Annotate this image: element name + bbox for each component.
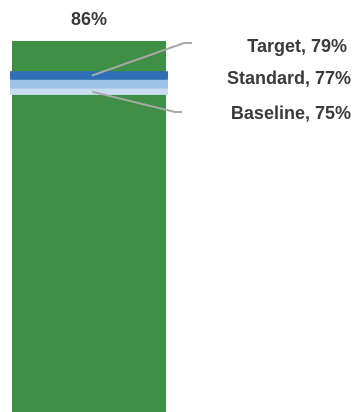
- value-bar: [12, 41, 166, 412]
- baseline-band: [10, 88, 168, 95]
- target-band: [10, 71, 168, 80]
- leader-line-layer: [91, 42, 192, 113]
- baseline-leader-line: [91, 90, 182, 113]
- marker-band-layer: [10, 71, 168, 95]
- standard-label: Standard, 77%: [227, 68, 351, 88]
- target-leader-line: [91, 42, 192, 77]
- value-label: 86%: [71, 9, 107, 29]
- target-label: Target, 79%: [247, 36, 347, 56]
- standard-band: [10, 79, 168, 89]
- bar-layer: [12, 41, 166, 412]
- baseline-label: Baseline, 75%: [231, 103, 351, 123]
